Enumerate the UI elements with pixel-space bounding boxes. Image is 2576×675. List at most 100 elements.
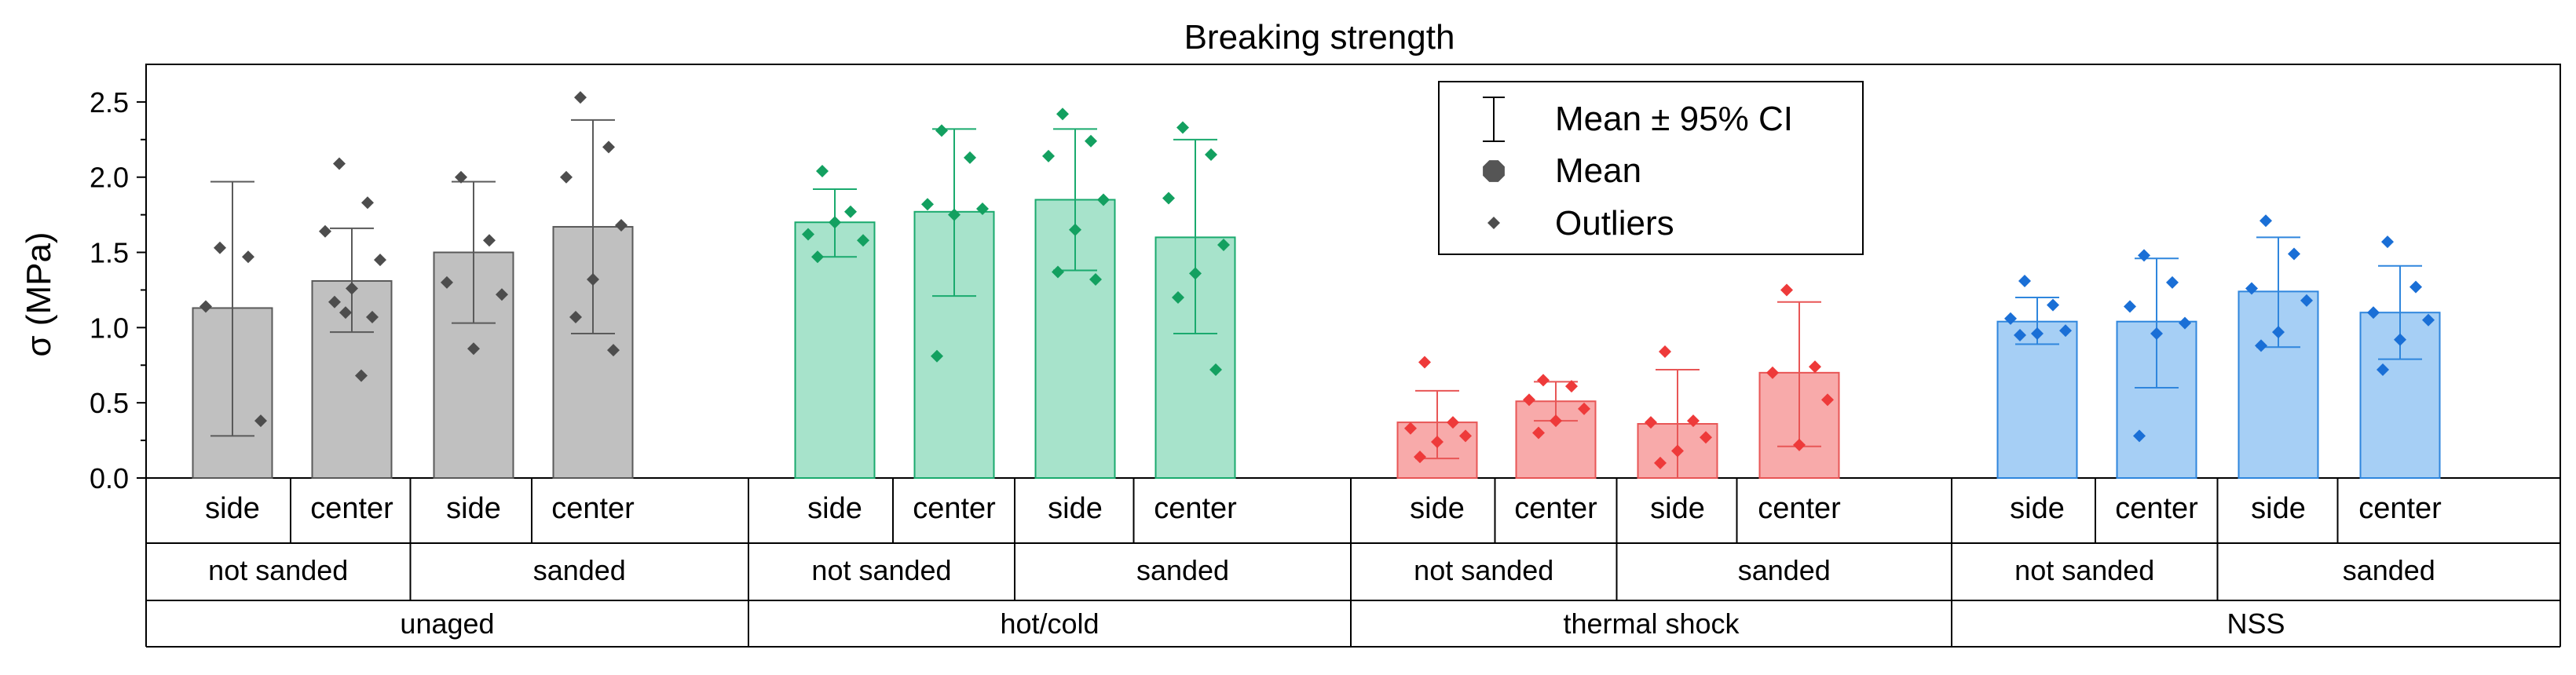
legend-mean-symbol (1483, 160, 1505, 182)
bar-category-label: center (551, 492, 635, 525)
data-point (602, 140, 615, 154)
subgroup-label: not sanded (1414, 554, 1553, 586)
data-point (2018, 274, 2031, 287)
bar (1996, 320, 2078, 479)
data-point (1654, 456, 1667, 469)
data-point (1069, 223, 1081, 236)
data-point (2367, 306, 2380, 319)
data-point (1414, 451, 1426, 464)
legend-label: Mean ± 95% CI (1555, 100, 1793, 138)
data-point (2410, 280, 2422, 294)
legend-box (1438, 81, 1864, 255)
bar-category-label: side (807, 492, 862, 525)
data-point (802, 228, 814, 241)
bar-category-label: side (1410, 492, 1465, 525)
data-point (455, 170, 467, 184)
data-point (811, 250, 824, 264)
data-point (587, 273, 599, 286)
subgroup-label: not sanded (208, 554, 348, 586)
bar-category-label: center (2115, 492, 2198, 525)
y-axis-label: σ (MPa) (20, 232, 58, 356)
data-point (1780, 283, 1793, 297)
bar-category-label: side (205, 492, 260, 525)
data-point (2422, 313, 2435, 327)
data-point (1671, 444, 1684, 458)
subgroup-label: sanded (2343, 554, 2435, 586)
y-tick-label: 0.5 (90, 387, 129, 419)
data-point (844, 205, 857, 218)
data-point (2300, 294, 2313, 307)
data-point (1042, 149, 1055, 162)
bar-category-label: side (2251, 492, 2306, 525)
data-point (1089, 273, 1102, 286)
data-point (2031, 327, 2044, 341)
data-point (1687, 414, 1700, 428)
data-point (467, 342, 480, 356)
group-label: hot/cold (1000, 608, 1099, 640)
y-tick-label: 2.0 (90, 162, 129, 194)
data-point (976, 202, 989, 215)
data-point (935, 124, 948, 137)
data-point (361, 196, 374, 210)
data-point (816, 165, 829, 178)
subgroup-label: not sanded (811, 554, 951, 586)
data-point (1418, 356, 1431, 369)
data-point (948, 208, 961, 221)
group-label: unaged (400, 608, 494, 640)
bar-category-label: center (1154, 492, 1237, 525)
data-point (574, 91, 587, 104)
data-point (1645, 416, 1657, 429)
data-point (615, 219, 628, 232)
data-point (2138, 249, 2150, 262)
data-point (1523, 393, 1535, 407)
data-point (1700, 431, 1712, 444)
data-point (2179, 316, 2191, 330)
data-point (254, 414, 267, 428)
data-point (1537, 374, 1550, 387)
subgroup-label: sanded (533, 554, 626, 586)
data-point (346, 282, 358, 295)
data-point (2150, 327, 2163, 341)
data-point (1162, 192, 1175, 205)
data-point (560, 170, 573, 184)
data-point (607, 344, 620, 357)
data-point (829, 216, 841, 229)
data-point (1097, 193, 1110, 206)
bar-category-label: side (1048, 492, 1103, 525)
subgroup-label: sanded (1738, 554, 1831, 586)
data-point (339, 306, 352, 319)
data-point (2288, 247, 2300, 261)
data-point (1205, 148, 1217, 161)
bar-category-label: center (913, 492, 996, 525)
subgroup-label: sanded (1136, 554, 1229, 586)
data-point (1176, 121, 1189, 134)
data-point (1532, 426, 1545, 440)
data-point (2245, 282, 2258, 295)
data-point (1821, 393, 1834, 407)
data-point (1550, 414, 1562, 428)
legend: Mean ± 95% CI Mean Outliers (1438, 81, 1864, 255)
data-point (199, 300, 212, 313)
data-point (2047, 298, 2059, 312)
data-point (214, 241, 226, 254)
data-point (1659, 345, 1671, 359)
data-point (2133, 429, 2146, 443)
y-tick-label: 1.5 (90, 237, 129, 269)
data-point (328, 295, 341, 308)
data-point (441, 275, 453, 289)
plot-area: 0.0 0.5 1.0 1.5 2.0 2.5 unaged not sanded side ce… (90, 64, 2561, 648)
data-point (483, 234, 496, 247)
data-point (366, 310, 379, 323)
data-point (1209, 363, 1222, 377)
legend-outlier-symbol (1487, 217, 1500, 229)
data-point (1172, 291, 1184, 305)
data-point (857, 234, 869, 247)
data-point (1056, 108, 1069, 121)
data-point (1189, 267, 1202, 280)
data-point (2381, 235, 2394, 249)
bar (1515, 400, 1597, 479)
y-tick-label: 1.0 (90, 312, 129, 344)
data-point (1578, 402, 1590, 415)
data-point (1085, 134, 1097, 148)
